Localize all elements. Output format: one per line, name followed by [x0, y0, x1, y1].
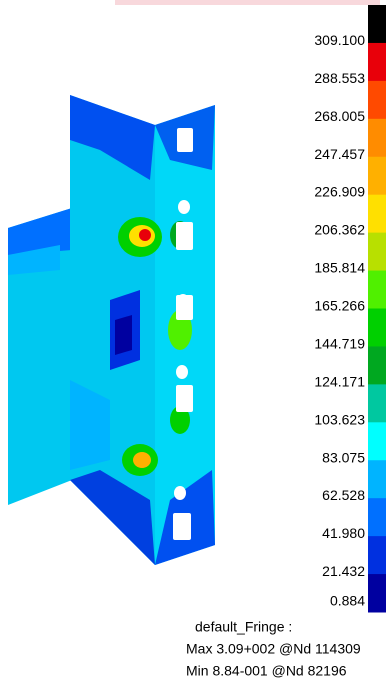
fem-model	[8, 95, 215, 565]
legend-swatch	[368, 536, 386, 574]
min-info: Min 8.84-001 @Nd 82196	[186, 663, 347, 679]
legend-swatch	[368, 43, 386, 81]
screen: 309.100 288.553 268.005 247.457 226.909 206.3…	[0, 0, 388, 681]
legend-label: 165.266	[314, 298, 365, 314]
legend-label: 185.814	[314, 260, 365, 276]
legend-swatch	[368, 5, 386, 43]
legend-label: 268.005	[314, 108, 365, 124]
legend-label: 226.909	[314, 184, 365, 200]
legend-label: 83.075	[322, 449, 365, 465]
legend-label: 144.719	[314, 335, 365, 351]
legend-label: 0.884	[330, 593, 365, 609]
legend-swatch	[368, 346, 386, 384]
legend-swatch	[368, 195, 386, 233]
legend-label: 309.100	[314, 32, 365, 48]
legend-label: 206.362	[314, 222, 365, 238]
legend-swatch	[368, 81, 386, 119]
legend-swatch	[368, 157, 386, 195]
legend-label: 21.432	[322, 563, 365, 579]
legend-swatch	[368, 498, 386, 536]
legend-swatch	[368, 233, 386, 271]
legend-label: 247.457	[314, 146, 365, 162]
legend-swatch	[368, 119, 386, 157]
legend-swatch	[368, 422, 386, 460]
legend-label: 62.528	[322, 487, 365, 503]
legend-swatch	[368, 574, 386, 612]
legend-label: 41.980	[322, 525, 365, 541]
legend-swatch	[368, 309, 386, 347]
legend-label: 103.623	[314, 411, 365, 427]
legend-swatch	[368, 271, 386, 309]
legend-label: 288.553	[314, 70, 365, 86]
legend-swatch	[368, 384, 386, 422]
legend-swatch	[368, 460, 386, 498]
top-strip	[115, 0, 380, 5]
max-info: Max 3.09+002 @Nd 114309	[186, 641, 361, 657]
legend: 309.100 288.553 268.005 247.457 226.909 206.3…	[314, 5, 386, 613]
fringe-title: default_Fringe :	[195, 619, 292, 635]
legend-label: 124.171	[314, 373, 365, 389]
